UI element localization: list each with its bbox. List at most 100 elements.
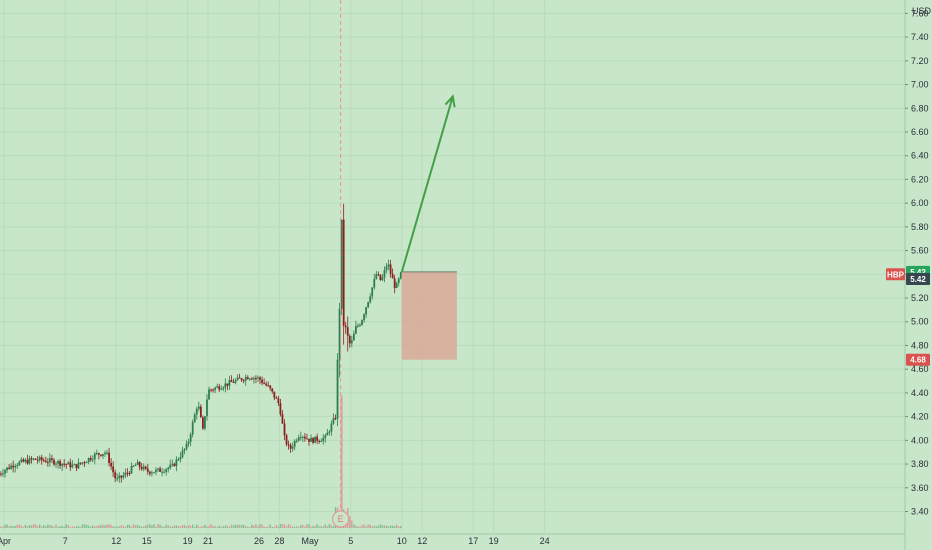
volume-bar [79, 526, 82, 528]
candle-body [6, 467, 8, 471]
volume-bar [220, 526, 222, 528]
volume-bar [65, 524, 67, 528]
y-tick-label: 5.80 [911, 222, 929, 232]
target-arrow-line[interactable] [400, 96, 454, 273]
volume-bar [98, 525, 100, 528]
time-axis[interactable]: Apr 7 12 15 19 21 26 28 May 5 10 12 17 19 24 [0, 536, 550, 546]
volume-bar [26, 526, 29, 528]
price-axis[interactable]: 3.40 3.60 3.80 4.00 4.20 4.40 4.60 4.80 5.00 5.20… [886, 8, 930, 517]
candle-body [73, 464, 76, 466]
volume-bar [212, 525, 214, 528]
price-badge-label: 5.42 [910, 268, 926, 277]
volume-bar [236, 524, 239, 528]
volume-bar [41, 526, 43, 528]
volume-bar [59, 526, 61, 528]
candle-body [159, 468, 161, 472]
volume-bar [318, 526, 320, 528]
candle-body [359, 325, 361, 327]
x-tick-label: 26 [254, 536, 264, 546]
x-tick-label: 19 [489, 536, 499, 546]
candle-body [395, 282, 398, 288]
candle-body [36, 459, 39, 461]
y-tick-label: 6.40 [911, 151, 929, 161]
volume-bar [400, 526, 402, 528]
volume-bar [289, 525, 292, 528]
candle-body [69, 462, 72, 468]
candle-body [83, 462, 86, 464]
x-tick-label: 21 [203, 536, 213, 546]
volume-bar [302, 524, 304, 528]
volume-bar [183, 525, 186, 528]
volume-bar [269, 524, 271, 528]
volume-bar [324, 524, 326, 528]
candle-body [67, 462, 70, 465]
candle-body [146, 468, 149, 472]
candle-body [250, 378, 253, 380]
candle-body [259, 377, 261, 380]
candle-body [87, 457, 90, 463]
volume-bar [122, 525, 125, 528]
candle-body [104, 452, 106, 455]
volume-bar [287, 524, 290, 528]
volume-bar [196, 524, 198, 528]
candle-body [297, 437, 300, 441]
candle-body [51, 458, 53, 460]
candle-body [191, 422, 194, 435]
volume-bar [173, 525, 176, 528]
stop-loss-zone[interactable] [401, 271, 457, 360]
candle-body [142, 466, 145, 470]
volume-spike-bar [340, 395, 343, 528]
candle-body [291, 446, 294, 449]
candle-body [389, 264, 392, 274]
volume-bar [226, 525, 229, 528]
candle-body [20, 459, 23, 462]
candle-body [289, 445, 292, 449]
candle-body [46, 462, 49, 464]
volume-bar [45, 526, 47, 528]
candle-body [334, 418, 337, 420]
volume-bar [275, 524, 278, 528]
volume-bar [57, 526, 59, 528]
candle-body [326, 432, 329, 436]
candle-body [189, 434, 192, 442]
target-arrow-head [444, 94, 456, 108]
volume-bar [2, 526, 4, 528]
volume-bar [218, 525, 220, 528]
volume-bar [28, 525, 31, 528]
volume-bar [245, 525, 247, 528]
candle-body [306, 438, 308, 440]
candle-body [110, 462, 112, 467]
volume-bar [251, 524, 253, 528]
candle-body [281, 414, 284, 424]
x-tick-label: 5 [348, 536, 353, 546]
candle-body [181, 450, 184, 458]
candle-body [163, 471, 166, 473]
volume-bar [85, 524, 88, 528]
symbol-badge [886, 268, 905, 281]
volume-bar [102, 524, 104, 528]
candle-body [373, 278, 376, 288]
volume-bar [147, 524, 149, 528]
candle-body [387, 264, 390, 267]
volume-bar [114, 526, 116, 528]
volume-bar [124, 526, 127, 528]
volume-bar [210, 524, 212, 528]
candle-body [183, 448, 186, 451]
y-tick-label: 7.40 [911, 32, 929, 42]
earnings-marker[interactable] [332, 510, 350, 528]
candle-body [255, 378, 257, 380]
volume-bar [49, 525, 51, 528]
x-tick-label: 12 [111, 536, 121, 546]
candle-body [55, 463, 57, 465]
candle-body [369, 296, 372, 303]
volume-bar [12, 526, 14, 528]
candle-body [336, 359, 339, 419]
volume-bar [263, 526, 265, 528]
volume-bar [389, 525, 392, 528]
candle-body [171, 463, 174, 465]
volume-bar [285, 526, 288, 528]
volume-bar [169, 526, 171, 528]
volume-bar [155, 526, 157, 528]
volume-bar [234, 524, 237, 528]
